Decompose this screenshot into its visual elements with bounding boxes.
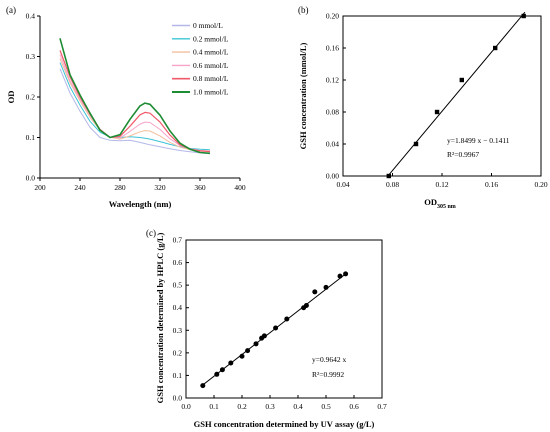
panel-c-y-tick-label: 0.0	[173, 394, 183, 403]
panel-b-y-tick-label: 0.12	[326, 76, 339, 85]
panel-a-series-line	[59, 58, 211, 152]
panel-a-y-tick-label: 0.0	[26, 174, 36, 183]
panel-c-x-tick-label: 0.2	[237, 402, 247, 411]
panel-c-method-comparison: (c) 0.0 0.1 0.2 0.3 0.4 0.5 0.6 0.7 0.0 0.1 0.2 0.3…	[146, 228, 387, 429]
panel-b-calibration: (b) 0.04 0.08 0.12 0.16 0.200.000.040.080.12…	[298, 5, 548, 210]
panel-c-x-tick-label: 0.4	[293, 402, 303, 411]
panel-c-y-tick-label: 0.1	[173, 371, 183, 380]
panel-c-plot-frame	[185, 239, 383, 399]
panel-c-equation: y=0.9642 x	[312, 355, 346, 364]
panel-b-x-axis-label-sub: 305 nm	[437, 204, 456, 210]
panel-c-data-point	[323, 284, 329, 290]
panel-a-x-tick-label: 280	[114, 183, 126, 192]
panel-b-data-point	[434, 109, 440, 115]
panel-b-y-tick-label: 0.08	[326, 108, 339, 117]
panel-a-x-tick-label: 200	[34, 183, 46, 192]
panel-c-y-tick-label: 0.7	[173, 236, 183, 245]
panel-c-data-point	[253, 341, 259, 347]
panel-c-x-tick-label: 0.5	[321, 402, 331, 411]
panel-a-ticks: 200 240 280 320 360 400 0.0 0.1 0.2 0.3 0.4	[26, 12, 246, 193]
panel-b-x-axis-label-main: OD	[424, 197, 437, 207]
panel-a-legend-label: 0.6 mmol/L	[193, 61, 229, 70]
panel-c-data-point	[303, 302, 309, 308]
panel-a-y-tick-label: 0.2	[26, 93, 36, 102]
panel-a-absorbance-spectra: (a) 200 240 280 320 360 400 0.0 0.1 0.2 0.3 0.4 0 …	[6, 5, 246, 209]
panel-c-r2: R²=0.9992	[312, 370, 344, 379]
panel-c-data-point	[312, 289, 318, 295]
panel-c-ticks: 0.0 0.1 0.2 0.3 0.4 0.5 0.6 0.7 0.0 0.1 0.2 0.3 0.4 0…	[173, 236, 387, 412]
panel-c-data-point	[343, 271, 349, 277]
panel-a-y-tick-label: 0.1	[26, 133, 36, 142]
panel-c-y-tick-label: 0.5	[173, 281, 183, 290]
panel-b-data-point	[386, 173, 391, 179]
panel-b-equation: y=1.8499 x − 0.1411	[447, 136, 510, 145]
panel-a-x-tick-label: 400	[234, 183, 246, 192]
panel-c-data-point	[200, 383, 206, 389]
panel-a-legend-label: 0 mmol/L	[193, 21, 223, 30]
panel-a-y-axis-label: OD	[6, 91, 16, 104]
panel-b-fit-line	[387, 11, 526, 177]
panel-c-data-point	[261, 333, 267, 339]
panel-c-y-tick-label: 0.6	[173, 258, 183, 267]
panel-b-x-tick-label: 0.20	[534, 180, 547, 189]
panel-c-x-tick-label: 0.7	[377, 402, 387, 411]
panel-b-y-tick-label: 0.20	[326, 12, 339, 21]
panel-b-ticks: 0.04 0.08 0.12 0.16 0.200.000.040.080.120.16…	[326, 12, 548, 190]
panel-b-regression-line	[387, 11, 526, 177]
panel-c-data-point	[219, 367, 225, 373]
panel-b-y-tick-label: 0.16	[326, 44, 339, 53]
panel-c-x-tick-label: 0.1	[209, 402, 219, 411]
panel-c-data-point	[273, 325, 279, 331]
panel-b-label: (b)	[298, 5, 309, 15]
panel-c-y-tick-label: 0.2	[173, 348, 183, 357]
panel-b-data-point	[459, 77, 464, 83]
panel-b-x-tick-label: 0.08	[386, 180, 399, 189]
panel-a-x-tick-label: 320	[154, 183, 166, 192]
panel-b-x-tick-label: 0.12	[435, 180, 448, 189]
panel-a-legend-label: 0.2 mmol/L	[193, 34, 229, 43]
panel-c-data-point	[214, 371, 220, 377]
panel-b-x-tick-label: 0.16	[485, 180, 498, 189]
panel-b-data-point	[493, 45, 498, 51]
panel-c-x-tick-label: 0.0	[181, 402, 191, 411]
panel-b-data-point	[521, 13, 526, 19]
panel-c-data-point	[239, 353, 245, 359]
panel-a-legend-label: 0.8 mmol/L	[193, 74, 229, 83]
panel-c-x-axis-label: GSH concentration determined by UV assay…	[194, 419, 375, 429]
panel-a-series-line	[59, 68, 211, 155]
panel-c-label: (c)	[146, 228, 156, 238]
panel-a-y-tick-label: 0.3	[26, 52, 36, 61]
panel-a-x-tick-label: 360	[194, 183, 206, 192]
panel-a-legend-label: 0.4 mmol/L	[193, 48, 229, 57]
panel-a-label: (a)	[6, 5, 16, 15]
panel-a-series	[59, 38, 211, 155]
panel-b-plot-frame	[342, 15, 542, 177]
panel-b-y-tick-label: 0.00	[326, 172, 339, 181]
panel-c-data-point	[228, 360, 234, 366]
panel-b-x-axis-label: OD305 nm	[424, 197, 456, 210]
panel-c-y-axis-label: GSH concentration determined by HPLC (g/…	[155, 232, 165, 403]
panel-a-legend-label: 1.0 mmol/L	[193, 88, 229, 97]
panel-c-points	[200, 271, 349, 389]
panel-c-data-point	[245, 348, 251, 354]
panel-b-data-point	[413, 141, 419, 147]
panel-b-points	[386, 13, 526, 179]
panel-a-x-axis-label: Wavelength (nm)	[109, 199, 172, 209]
panel-c-x-tick-label: 0.6	[349, 402, 359, 411]
panel-b-x-tick-label: 0.04	[336, 180, 349, 189]
panel-c-y-tick-label: 0.3	[173, 326, 183, 335]
panel-a-series-line	[59, 38, 211, 155]
panel-c-y-tick-label: 0.4	[173, 303, 183, 312]
panel-a-legend: 0 mmol/L 0.2 mmol/L 0.4 mmol/L 0.6 mmol/L 0.…	[172, 21, 229, 97]
panel-c-x-tick-label: 0.3	[265, 402, 275, 411]
panel-a-y-tick-label: 0.4	[26, 12, 36, 21]
panel-c-data-point	[284, 316, 290, 322]
panel-c-data-point	[337, 273, 343, 279]
panel-b-y-tick-label: 0.04	[326, 140, 339, 149]
panel-a-x-tick-label: 240	[74, 183, 86, 192]
panel-b-r2: R²=0.9967	[447, 150, 479, 159]
panel-a-series-line	[59, 62, 211, 151]
panel-b-y-axis-label: GSH concentration (mmol/L)	[298, 42, 308, 149]
